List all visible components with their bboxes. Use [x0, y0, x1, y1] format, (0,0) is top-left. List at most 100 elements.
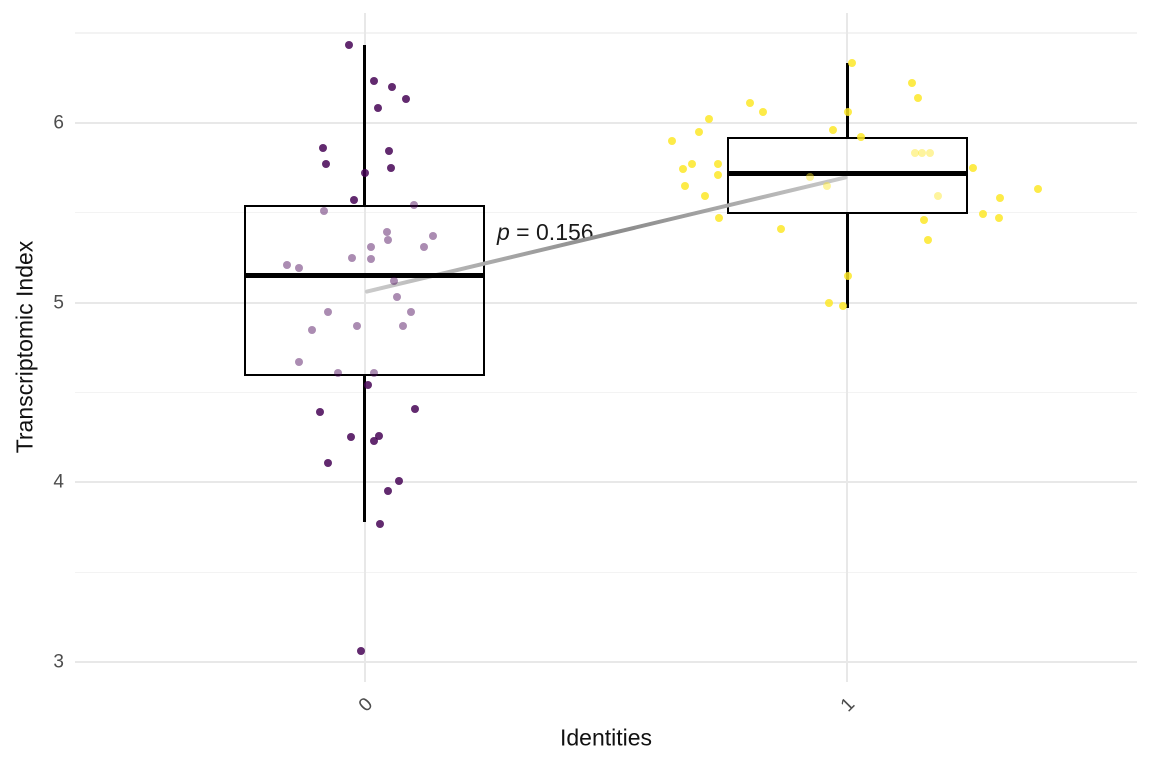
jitter-point	[386, 163, 395, 172]
jitter-point	[924, 235, 933, 244]
jitter-point	[701, 192, 710, 201]
jitter-point	[323, 307, 332, 316]
jitter-point	[996, 194, 1005, 203]
x-tick-label: 1	[837, 693, 860, 717]
jitter-point	[1034, 185, 1043, 194]
minor-gridline	[75, 211, 1137, 214]
jitter-point	[321, 160, 330, 169]
jitter-point	[383, 487, 392, 496]
jitter-point	[759, 107, 768, 116]
y-tick-label: 3	[53, 651, 64, 673]
jitter-point	[409, 201, 418, 210]
jitter-point	[688, 160, 697, 169]
jitter-point	[349, 196, 358, 205]
x-gridline	[846, 13, 849, 682]
jitter-point	[908, 79, 917, 88]
major-gridline	[75, 661, 1137, 664]
major-gridline	[75, 481, 1137, 484]
jitter-point	[911, 149, 920, 158]
jitter-point	[382, 228, 391, 237]
jitter-point	[705, 115, 714, 124]
jitter-point	[356, 647, 365, 656]
jitter-point	[347, 253, 356, 262]
minor-gridline	[75, 571, 1137, 574]
box-1	[726, 137, 968, 215]
median-line	[244, 273, 486, 279]
y-tick-label: 6	[53, 112, 64, 134]
jitter-point	[926, 149, 935, 158]
jitter-point	[848, 59, 857, 68]
jitter-point	[777, 224, 786, 233]
jitter-point	[307, 325, 316, 334]
jitter-point	[406, 307, 415, 316]
upper-whisker	[363, 45, 366, 206]
jitter-point	[398, 321, 407, 330]
major-gridline	[75, 121, 1137, 124]
jitter-point	[346, 433, 355, 442]
jitter-point	[681, 181, 690, 190]
y-axis-title: Transcriptomic Index	[11, 240, 38, 454]
jitter-point	[715, 214, 724, 223]
jitter-point	[695, 127, 704, 136]
jitter-point	[383, 235, 392, 244]
jitter-point	[410, 404, 419, 413]
jitter-point	[294, 264, 303, 273]
y-tick-label: 5	[53, 292, 64, 314]
jitter-point	[918, 149, 927, 158]
jitter-point	[389, 276, 398, 285]
jitter-point	[401, 95, 410, 104]
jitter-point	[369, 437, 378, 446]
jitter-point	[679, 165, 688, 174]
lower-whisker	[363, 376, 366, 522]
lower-whisker	[846, 214, 849, 308]
jitter-point	[920, 215, 929, 224]
jitter-point	[746, 98, 755, 107]
box-0	[244, 205, 486, 377]
jitter-point	[363, 381, 372, 390]
jitter-point	[374, 431, 383, 440]
jitter-point	[384, 147, 393, 156]
jitter-point	[844, 271, 853, 280]
jitter-point	[344, 41, 353, 50]
jitter-point	[668, 136, 677, 145]
jitter-point	[914, 93, 923, 102]
jitter-point	[979, 210, 988, 219]
x-gridline	[363, 13, 366, 682]
jitter-point	[934, 192, 943, 201]
major-gridline	[75, 301, 1137, 304]
jitter-point	[373, 104, 382, 113]
jitter-point	[319, 206, 328, 215]
upper-whisker	[846, 63, 849, 138]
x-tick-label: 0	[354, 693, 377, 717]
jitter-point	[829, 125, 838, 134]
jitter-point	[428, 232, 437, 240]
p-symbol: p	[497, 219, 510, 245]
jitter-point	[294, 357, 303, 366]
minor-gridline	[75, 32, 1137, 34]
jitter-point	[394, 476, 403, 485]
y-tick-label: 4	[53, 471, 64, 493]
jitter-point	[387, 82, 396, 91]
jitter-point	[366, 255, 375, 264]
jitter-point	[969, 163, 978, 172]
x-axis-title: Identities	[559, 724, 653, 751]
median-line	[726, 170, 968, 176]
jitter-point	[352, 321, 361, 330]
jitter-point	[714, 170, 723, 179]
jitter-point	[375, 519, 384, 528]
jitter-point	[318, 143, 327, 152]
jitter-point	[995, 214, 1004, 223]
jitter-point	[419, 242, 428, 251]
jitter-point	[714, 160, 723, 169]
jitter-point	[366, 242, 375, 251]
jitter-point	[823, 181, 832, 190]
jitter-point	[825, 298, 834, 307]
jitter-point	[333, 368, 342, 377]
jitter-point	[806, 172, 815, 181]
jitter-point	[369, 368, 378, 377]
minor-gridline	[75, 391, 1137, 394]
jitter-point	[323, 458, 332, 467]
jitter-point	[839, 302, 848, 311]
jitter-point	[369, 77, 378, 86]
jitter-point	[360, 169, 369, 178]
